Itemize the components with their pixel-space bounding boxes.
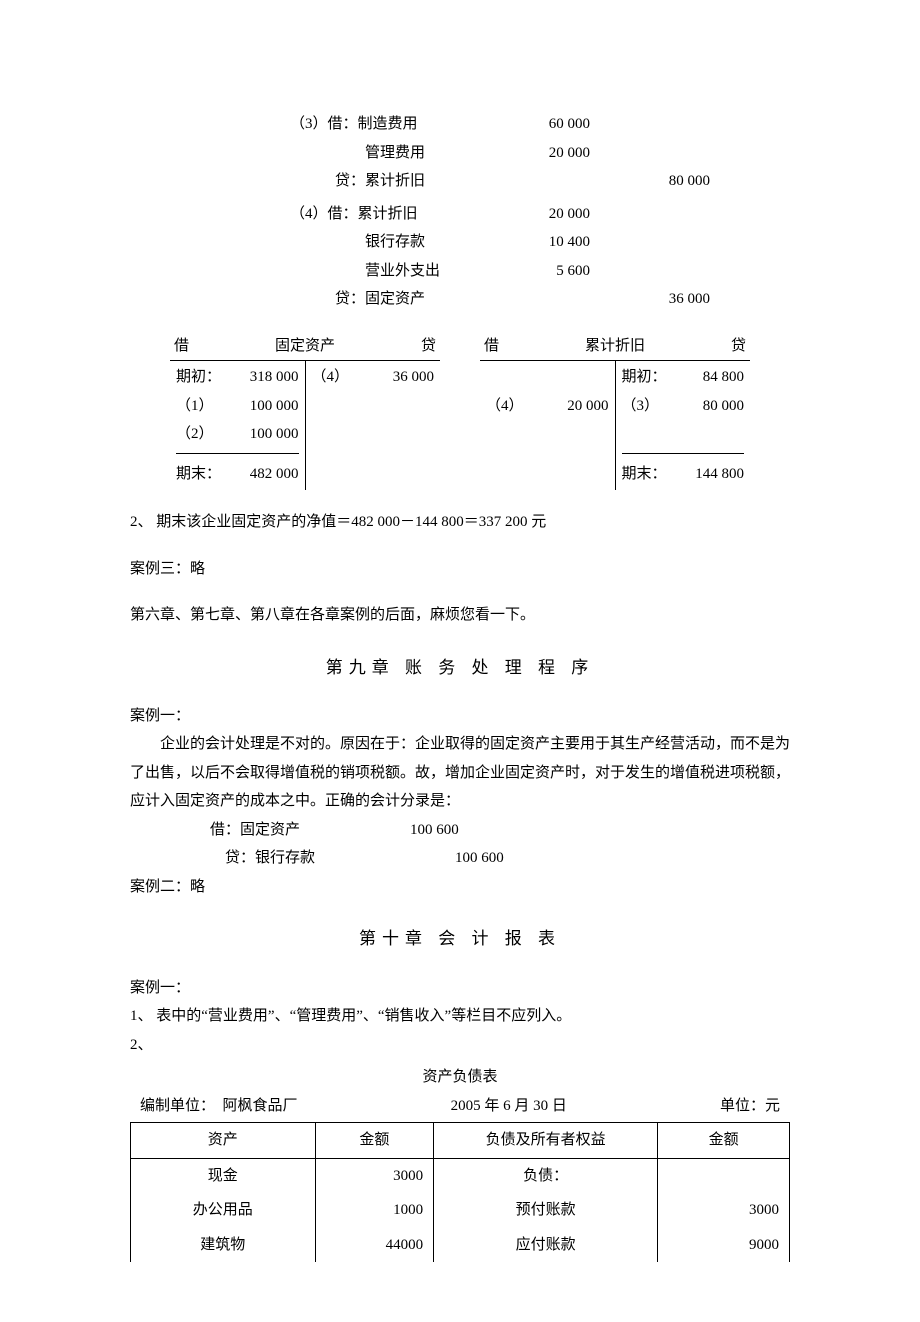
t-credit-col: 期初：84 800 （3）80 000 [616, 361, 751, 456]
journal-line: 借：固定资产 100 600 [210, 816, 790, 845]
net-value-line: 2、 期末该企业固定资产的净值＝482 000－144 800＝337 200 … [130, 508, 790, 537]
t-debit-label: 借 [484, 332, 524, 361]
cell-amt2: 3000 [658, 1193, 790, 1228]
t-end-right: 期末：144 800 [616, 456, 751, 491]
ch9-paragraph: 企业的会计处理是不对的。原因在于：企业取得的固定资产主要用于其生产经营活动，而不… [130, 730, 790, 816]
cell-amt1: 1000 [315, 1193, 434, 1228]
cell-asset: 建筑物 [131, 1228, 316, 1263]
je-amount: 100 600 [410, 844, 530, 873]
ch10-line1: 1、 表中的“营业费用”、“管理费用”、“销售收入”等栏目不应列入。 [130, 1002, 790, 1031]
ch9-journal-entry: 借：固定资产 100 600 贷：银行存款 100 600 [210, 816, 790, 873]
cell-liab: 预付账款 [434, 1193, 658, 1228]
cell-liab: 应付账款 [434, 1228, 658, 1263]
journal-line: （3）借：制造费用 60 000 [290, 110, 790, 139]
journal-line: 营业外支出 5 600 [290, 257, 790, 286]
ch678-note: 第六章、第七章、第八章在各章案例的后面，麻烦您看一下。 [130, 601, 790, 630]
th-amt2: 金额 [658, 1123, 790, 1159]
cell-amt1: 3000 [315, 1158, 434, 1193]
cell-amt2 [658, 1158, 790, 1193]
table-row: 建筑物 44000 应付账款 9000 [131, 1228, 790, 1263]
journal-line: 银行存款 10 400 [290, 228, 790, 257]
ch10-title: 第十章 会 计 报 表 [130, 923, 790, 955]
je-debit: 60 000 [510, 110, 590, 139]
je-credit [630, 200, 710, 229]
ch9-case2-label: 案例二：略 [130, 873, 790, 902]
th-amt1: 金额 [315, 1123, 434, 1159]
t-title: 固定资产 [214, 332, 396, 361]
je-credit [630, 257, 710, 286]
ch10-case1-label: 案例一： [130, 974, 790, 1003]
cell-amt1: 44000 [315, 1228, 434, 1263]
cell-liab: 负债： [434, 1158, 658, 1193]
t-credit-col: （4）36 000 [306, 361, 441, 456]
journal-line: 管理费用 20 000 [290, 139, 790, 168]
je-label: 贷：累计折旧 [290, 167, 510, 196]
je-debit [510, 285, 590, 314]
ch9-title: 第九章 账 务 处 理 程 序 [130, 652, 790, 684]
t-account-acc-depreciation: 借 累计折旧 贷 （4）20 000 期初：84 800 （3）80 000 [480, 332, 750, 491]
je-label: 管理费用 [290, 139, 510, 168]
table-header-row: 资产 金额 负债及所有者权益 金额 [131, 1123, 790, 1159]
th-asset: 资产 [131, 1123, 316, 1159]
je-credit: 80 000 [630, 167, 710, 196]
cell-amt2: 9000 [658, 1228, 790, 1263]
journal-line: 贷：银行存款 100 600 [210, 844, 790, 873]
cell-asset: 办公用品 [131, 1193, 316, 1228]
je-label: 借：固定资产 [210, 816, 410, 845]
t-credit-label: 贷 [706, 332, 746, 361]
table-row: 办公用品 1000 预付账款 3000 [131, 1193, 790, 1228]
t-credit-label: 贷 [396, 332, 436, 361]
ch9-case1-label: 案例一： [130, 702, 790, 731]
t-accounts-row: 借 固定资产 贷 期初：318 000 （1）100 000 （2）100 00… [170, 332, 750, 491]
case3-label: 案例三：略 [130, 555, 790, 584]
je-debit [510, 167, 590, 196]
journal-line: 贷：固定资产 36 000 [290, 285, 790, 314]
je-debit: 20 000 [510, 139, 590, 168]
t-debit-label: 借 [174, 332, 214, 361]
balance-sheet-title: 资产负债表 [130, 1063, 790, 1092]
bs-date: 2005 年 6 月 30 日 [451, 1092, 567, 1121]
cell-asset: 现金 [131, 1158, 316, 1193]
je-label: 贷：固定资产 [290, 285, 510, 314]
t-end-left: 期末：482 000 [170, 456, 306, 491]
bs-currency: 单位：元 [720, 1092, 780, 1121]
t-title: 累计折旧 [524, 332, 706, 361]
je-debit: 20 000 [510, 200, 590, 229]
je-label: 银行存款 [290, 228, 510, 257]
je-credit [630, 110, 710, 139]
bs-unit: 编制单位： 阿枫食品厂 [140, 1092, 298, 1121]
je-debit: 10 400 [510, 228, 590, 257]
je-label: （3）借：制造费用 [290, 110, 510, 139]
je-label: 营业外支出 [290, 257, 510, 286]
balance-sheet-meta: 编制单位： 阿枫食品厂 2005 年 6 月 30 日 单位：元 [130, 1092, 790, 1123]
je-label: 贷：银行存款 [210, 844, 410, 873]
ch10-line2: 2、 [130, 1031, 790, 1060]
table-row: 现金 3000 负债： [131, 1158, 790, 1193]
je-label: （4）借：累计折旧 [290, 200, 510, 229]
je-credit [630, 139, 710, 168]
je-amount: 100 600 [410, 816, 530, 845]
t-account-fixed-asset: 借 固定资产 贷 期初：318 000 （1）100 000 （2）100 00… [170, 332, 440, 491]
journal-line: （4）借：累计折旧 20 000 [290, 200, 790, 229]
journal-entry-3: （3）借：制造费用 60 000 管理费用 20 000 贷：累计折旧 80 0… [290, 110, 790, 196]
je-credit [630, 228, 710, 257]
balance-sheet-table: 资产 金额 负债及所有者权益 金额 现金 3000 负债： 办公用品 1000 … [130, 1122, 790, 1262]
t-debit-col: 期初：318 000 （1）100 000 （2）100 000 [170, 361, 306, 456]
je-credit: 36 000 [630, 285, 710, 314]
t-debit-col: （4）20 000 [480, 361, 616, 456]
journal-line: 贷：累计折旧 80 000 [290, 167, 790, 196]
journal-entry-4: （4）借：累计折旧 20 000 银行存款 10 400 营业外支出 5 600… [290, 200, 790, 314]
th-liab: 负债及所有者权益 [434, 1123, 658, 1159]
je-debit: 5 600 [510, 257, 590, 286]
